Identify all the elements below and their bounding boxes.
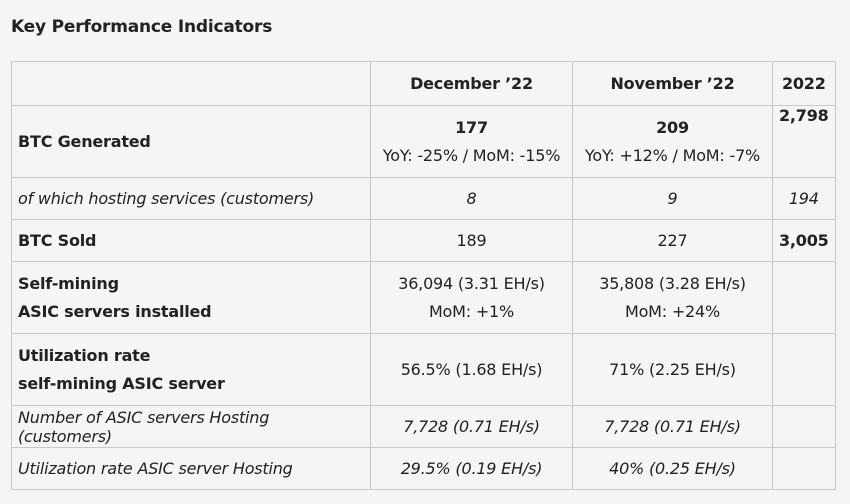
cell-year: [772, 405, 836, 448]
row-label-line: Self-mining: [18, 273, 119, 293]
table-row: BTC Sold 189 227 3,005: [11, 219, 836, 262]
cell-value: 209: [656, 117, 689, 137]
row-label-text: BTC Generated: [18, 132, 151, 151]
table-row: Utilization rate self-mining ASIC server…: [11, 333, 836, 406]
table-header-row: December ’22 November ’22 2022: [11, 61, 836, 106]
cell-year: 3,005: [772, 219, 836, 262]
row-label: Self-mining ASIC servers installed: [11, 261, 371, 334]
cell-change: MoM: +1%: [428, 301, 515, 321]
table-row: of which hosting services (customers) 8 …: [11, 177, 836, 220]
cell-value: 177: [455, 117, 488, 137]
cell-november: 209 YoY: +12% / MoM: -7%: [572, 105, 773, 178]
header-empty: [11, 61, 371, 106]
row-label: of which hosting services (customers): [11, 177, 371, 220]
row-label: BTC Generated: [11, 105, 371, 178]
cell-change: MoM: +24%: [624, 301, 721, 321]
row-label: Utilization rate self-mining ASIC server: [11, 333, 371, 406]
cell-value: 36,094 (3.31 EH/s): [398, 273, 545, 293]
cell-december: 8: [370, 177, 573, 220]
cell-november: 71% (2.25 EH/s): [572, 333, 773, 406]
row-label-line: self-mining ASIC server: [18, 373, 225, 393]
table-row: Utilization rate ASIC server Hosting 29.…: [11, 447, 836, 490]
cell-year: [772, 333, 836, 406]
cell-november: 9: [572, 177, 773, 220]
cell-december: 177 YoY: -25% / MoM: -15%: [370, 105, 573, 178]
row-label: Utilization rate ASIC server Hosting: [11, 447, 371, 490]
cell-december: 189: [370, 219, 573, 262]
row-label-line: Utilization rate: [18, 345, 151, 365]
cell-value: 35,808 (3.28 EH/s): [599, 273, 746, 293]
header-november: November ’22: [572, 61, 773, 106]
cell-year: [772, 447, 836, 490]
cell-year: 194: [772, 177, 836, 220]
row-label: Number of ASIC servers Hosting (customer…: [11, 405, 371, 448]
page-title: Key Performance Indicators: [11, 17, 273, 37]
table-row: Number of ASIC servers Hosting (customer…: [11, 405, 836, 448]
cell-december: 36,094 (3.31 EH/s) MoM: +1%: [370, 261, 573, 334]
cell-december: 29.5% (0.19 EH/s): [370, 447, 573, 490]
table-row: BTC Generated 177 YoY: -25% / MoM: -15% …: [11, 105, 836, 178]
header-december: December ’22: [370, 61, 573, 106]
row-label-line: ASIC servers installed: [18, 301, 212, 321]
cell-december: 7,728 (0.71 EH/s): [370, 405, 573, 448]
header-year: 2022: [772, 61, 836, 106]
kpi-table: December ’22 November ’22 2022 BTC Gener…: [11, 61, 836, 490]
cell-november: 227: [572, 219, 773, 262]
row-label: BTC Sold: [11, 219, 371, 262]
cell-november: 7,728 (0.71 EH/s): [572, 405, 773, 448]
cell-november: 40% (0.25 EH/s): [572, 447, 773, 490]
cell-year: 2,798: [772, 105, 836, 178]
cell-change: YoY: -25% / MoM: -15%: [382, 145, 561, 165]
cell-year: [772, 261, 836, 334]
cell-change: YoY: +12% / MoM: -7%: [584, 145, 761, 165]
table-row: Self-mining ASIC servers installed 36,09…: [11, 261, 836, 334]
cell-december: 56.5% (1.68 EH/s): [370, 333, 573, 406]
cell-november: 35,808 (3.28 EH/s) MoM: +24%: [572, 261, 773, 334]
